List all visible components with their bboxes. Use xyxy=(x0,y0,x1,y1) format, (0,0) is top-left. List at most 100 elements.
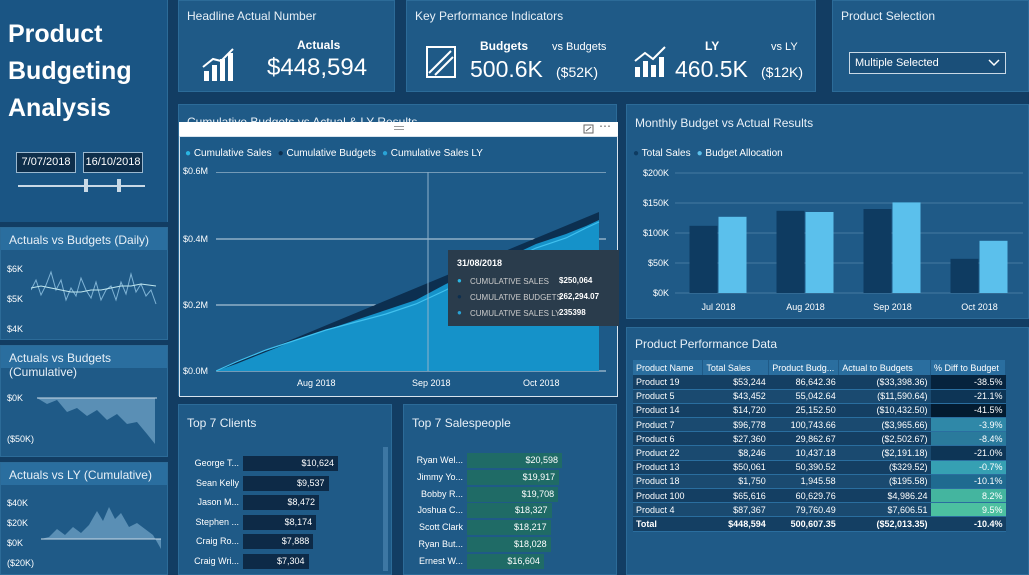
product-performance-table: Product Name Total Sales Product Budg... Ac… xyxy=(633,360,1006,532)
bar-total-sales[interactable] xyxy=(950,258,979,293)
total-cell: -10.4% xyxy=(930,516,1006,532)
table-row[interactable]: Product 5 $43,452 55,042.64 ($11,590.64) -21… xyxy=(633,389,1006,404)
bar-list-bar: $7,888 xyxy=(243,534,314,549)
table-row[interactable]: Product 19 $53,244 86,642.36 ($33,398.36) -3… xyxy=(633,375,1006,390)
bar-chart-icon xyxy=(202,48,234,81)
bar-budget-allocation[interactable] xyxy=(892,202,921,293)
daily-tick: $4K xyxy=(7,324,24,334)
product-performance-title: Product Performance Data xyxy=(635,337,778,351)
x-tick: Aug 2018 xyxy=(297,378,336,388)
table-row[interactable]: Product 7 $96,778 100,743.66 ($3,965.66) -3.… xyxy=(633,417,1006,433)
date-slider-handle-start[interactable] xyxy=(84,179,88,192)
bar-list-label: Bobby R... xyxy=(420,488,463,499)
bar-list-bar: $18,028 xyxy=(467,537,551,552)
title-line-1: Product xyxy=(8,20,103,48)
table-row[interactable]: Product 18 $1,750 1,945.58 ($195.58) -10.1% xyxy=(633,474,1006,490)
bar-total-sales[interactable] xyxy=(776,210,805,293)
table-cell: -8.4% xyxy=(930,431,1006,447)
ly-tick: $20K xyxy=(7,518,29,528)
tooltip-value: 235398 xyxy=(559,308,586,317)
y-tick: $0.6M xyxy=(183,166,209,176)
more-options-icon[interactable]: ⋯ xyxy=(599,119,611,133)
column-header[interactable]: Total Sales xyxy=(702,360,770,375)
total-cell: ($52,013.35) xyxy=(838,516,931,532)
tooltip-dot: ● xyxy=(457,292,462,301)
table-row[interactable]: Product 6 $27,360 29,862.67 ($2,502.67) -8.4… xyxy=(633,431,1006,447)
y-tick: $0K xyxy=(653,288,669,298)
kpi-card: Key Performance Indicators Budgets 500.6… xyxy=(406,0,816,92)
vs-ly-value: ($12K) xyxy=(761,64,804,80)
legend-item[interactable]: ● Cumulative Budgets xyxy=(277,148,376,159)
bar-list-bar: $19,917 xyxy=(467,469,560,485)
table-cell: Product 100 xyxy=(633,488,703,504)
tooltip-dot: ● xyxy=(457,308,462,317)
budgets-label: Budgets xyxy=(480,39,528,53)
bar-list-label: Jason M... xyxy=(197,497,239,507)
table-cell: $43,452 xyxy=(702,389,769,404)
legend-item[interactable]: ● Cumulative Sales xyxy=(185,148,272,159)
table-cell: -0.7% xyxy=(930,460,1006,475)
title-line-2: Budgeting xyxy=(8,57,132,85)
ly-value: 460.5K xyxy=(675,56,748,82)
table-cell: -3.9% xyxy=(930,417,1006,433)
bar-list-bar: $18,217 xyxy=(467,520,551,536)
column-header[interactable]: Product Budg... xyxy=(768,360,840,375)
bar-list-label: Sean Kelly xyxy=(195,477,239,488)
table-row[interactable]: Product 4 $87,367 79,760.49 $7,606.51 9.5% xyxy=(633,502,1006,518)
ly-tick: ($20K) xyxy=(7,558,35,568)
table-cell: Product 22 xyxy=(633,445,703,461)
y-tick: $0.2M xyxy=(183,300,209,310)
table-cell: 55,042.64 xyxy=(768,389,839,404)
bar-list-label: Ryan Wel... xyxy=(416,455,463,465)
legend-item[interactable]: ● Total Sales xyxy=(633,148,691,159)
table-cell: $1,750 xyxy=(702,474,769,490)
legend-item[interactable]: ● Budget Allocation xyxy=(696,148,783,159)
bar-list-bar: $7,304 xyxy=(243,553,309,569)
legend-item[interactable]: ● Cumulative Sales LY xyxy=(381,148,483,159)
tooltip-value: 262,294.07 xyxy=(559,292,600,301)
bar-list-label: Joshua C... xyxy=(417,505,463,516)
monthly-bar-chart: $200K $150K $100K $50K $0K Jul 2018 Aug 2018 Se… xyxy=(643,168,1023,312)
bar-total-sales[interactable] xyxy=(689,225,718,293)
scrollbar[interactable] xyxy=(383,447,388,571)
tooltip-label: CUMULATIVE BUDGETS xyxy=(470,293,562,302)
bar-budget-allocation[interactable] xyxy=(718,216,747,293)
ly-label: LY xyxy=(705,39,720,53)
table-row[interactable]: Product 14 $14,720 25,152.50 ($10,432.50) -4… xyxy=(633,403,1006,419)
product-dropdown[interactable]: Multiple Selected xyxy=(849,52,1006,74)
x-tick: Sep 2018 xyxy=(873,302,912,312)
y-tick: $50K xyxy=(648,258,669,268)
table-cell: 1,945.58 xyxy=(768,474,839,490)
bar-list-label: Craig Wri... xyxy=(194,555,239,566)
start-date-input[interactable]: 7/07/2018 xyxy=(16,152,76,173)
column-header[interactable]: Actual to Budgets xyxy=(838,360,932,375)
cumulative-legend: ● Cumulative Sales ● Cumulative Budgets … xyxy=(185,148,483,159)
report-title: Product Budgeting Analysis xyxy=(8,16,132,127)
table-cell: ($10,432.50) xyxy=(838,403,931,419)
y-tick: $150K xyxy=(643,198,669,208)
daily-chart-title: Actuals vs Budgets (Daily) xyxy=(9,233,150,247)
bar-budget-allocation[interactable] xyxy=(805,212,834,293)
kpi-title: Key Performance Indicators xyxy=(415,9,564,23)
table-row[interactable]: Product 100 $65,616 60,629.76 $4,986.24 8.2% xyxy=(633,488,1006,504)
table-cell: ($2,502.67) xyxy=(838,431,931,447)
bar-budget-allocation[interactable] xyxy=(979,240,1008,293)
focus-mode-icon[interactable] xyxy=(583,124,594,134)
column-header[interactable]: % Diff to Budget xyxy=(930,360,1006,375)
date-slider-handle-end[interactable] xyxy=(117,179,121,192)
total-cell: $448,594 xyxy=(702,516,769,532)
end-date-input[interactable]: 16/10/2018 xyxy=(83,152,143,173)
date-slider-track[interactable] xyxy=(18,185,145,187)
table-row[interactable]: Product 22 $8,246 10,437.18 ($2,191.18) -21.… xyxy=(633,445,1006,461)
bar-list-bar: $8,174 xyxy=(243,514,317,530)
table-cell: ($329.52) xyxy=(838,460,931,475)
table-cell: ($3,965.66) xyxy=(838,417,931,433)
column-header[interactable]: Product Name xyxy=(633,360,704,375)
tooltip-label: CUMULATIVE SALES LY xyxy=(470,309,561,318)
bar-total-sales[interactable] xyxy=(863,209,892,293)
table-cell: ($33,398.36) xyxy=(838,375,931,390)
product-selection-card: Product Selection Multiple Selected xyxy=(832,0,1029,92)
headline-card: Headline Actual Number Actuals $448,594 xyxy=(178,0,395,92)
table-cell: 29,862.67 xyxy=(768,431,839,447)
table-row[interactable]: Product 13 $50,061 50,390.52 ($329.52) -0.7% xyxy=(633,460,1006,475)
